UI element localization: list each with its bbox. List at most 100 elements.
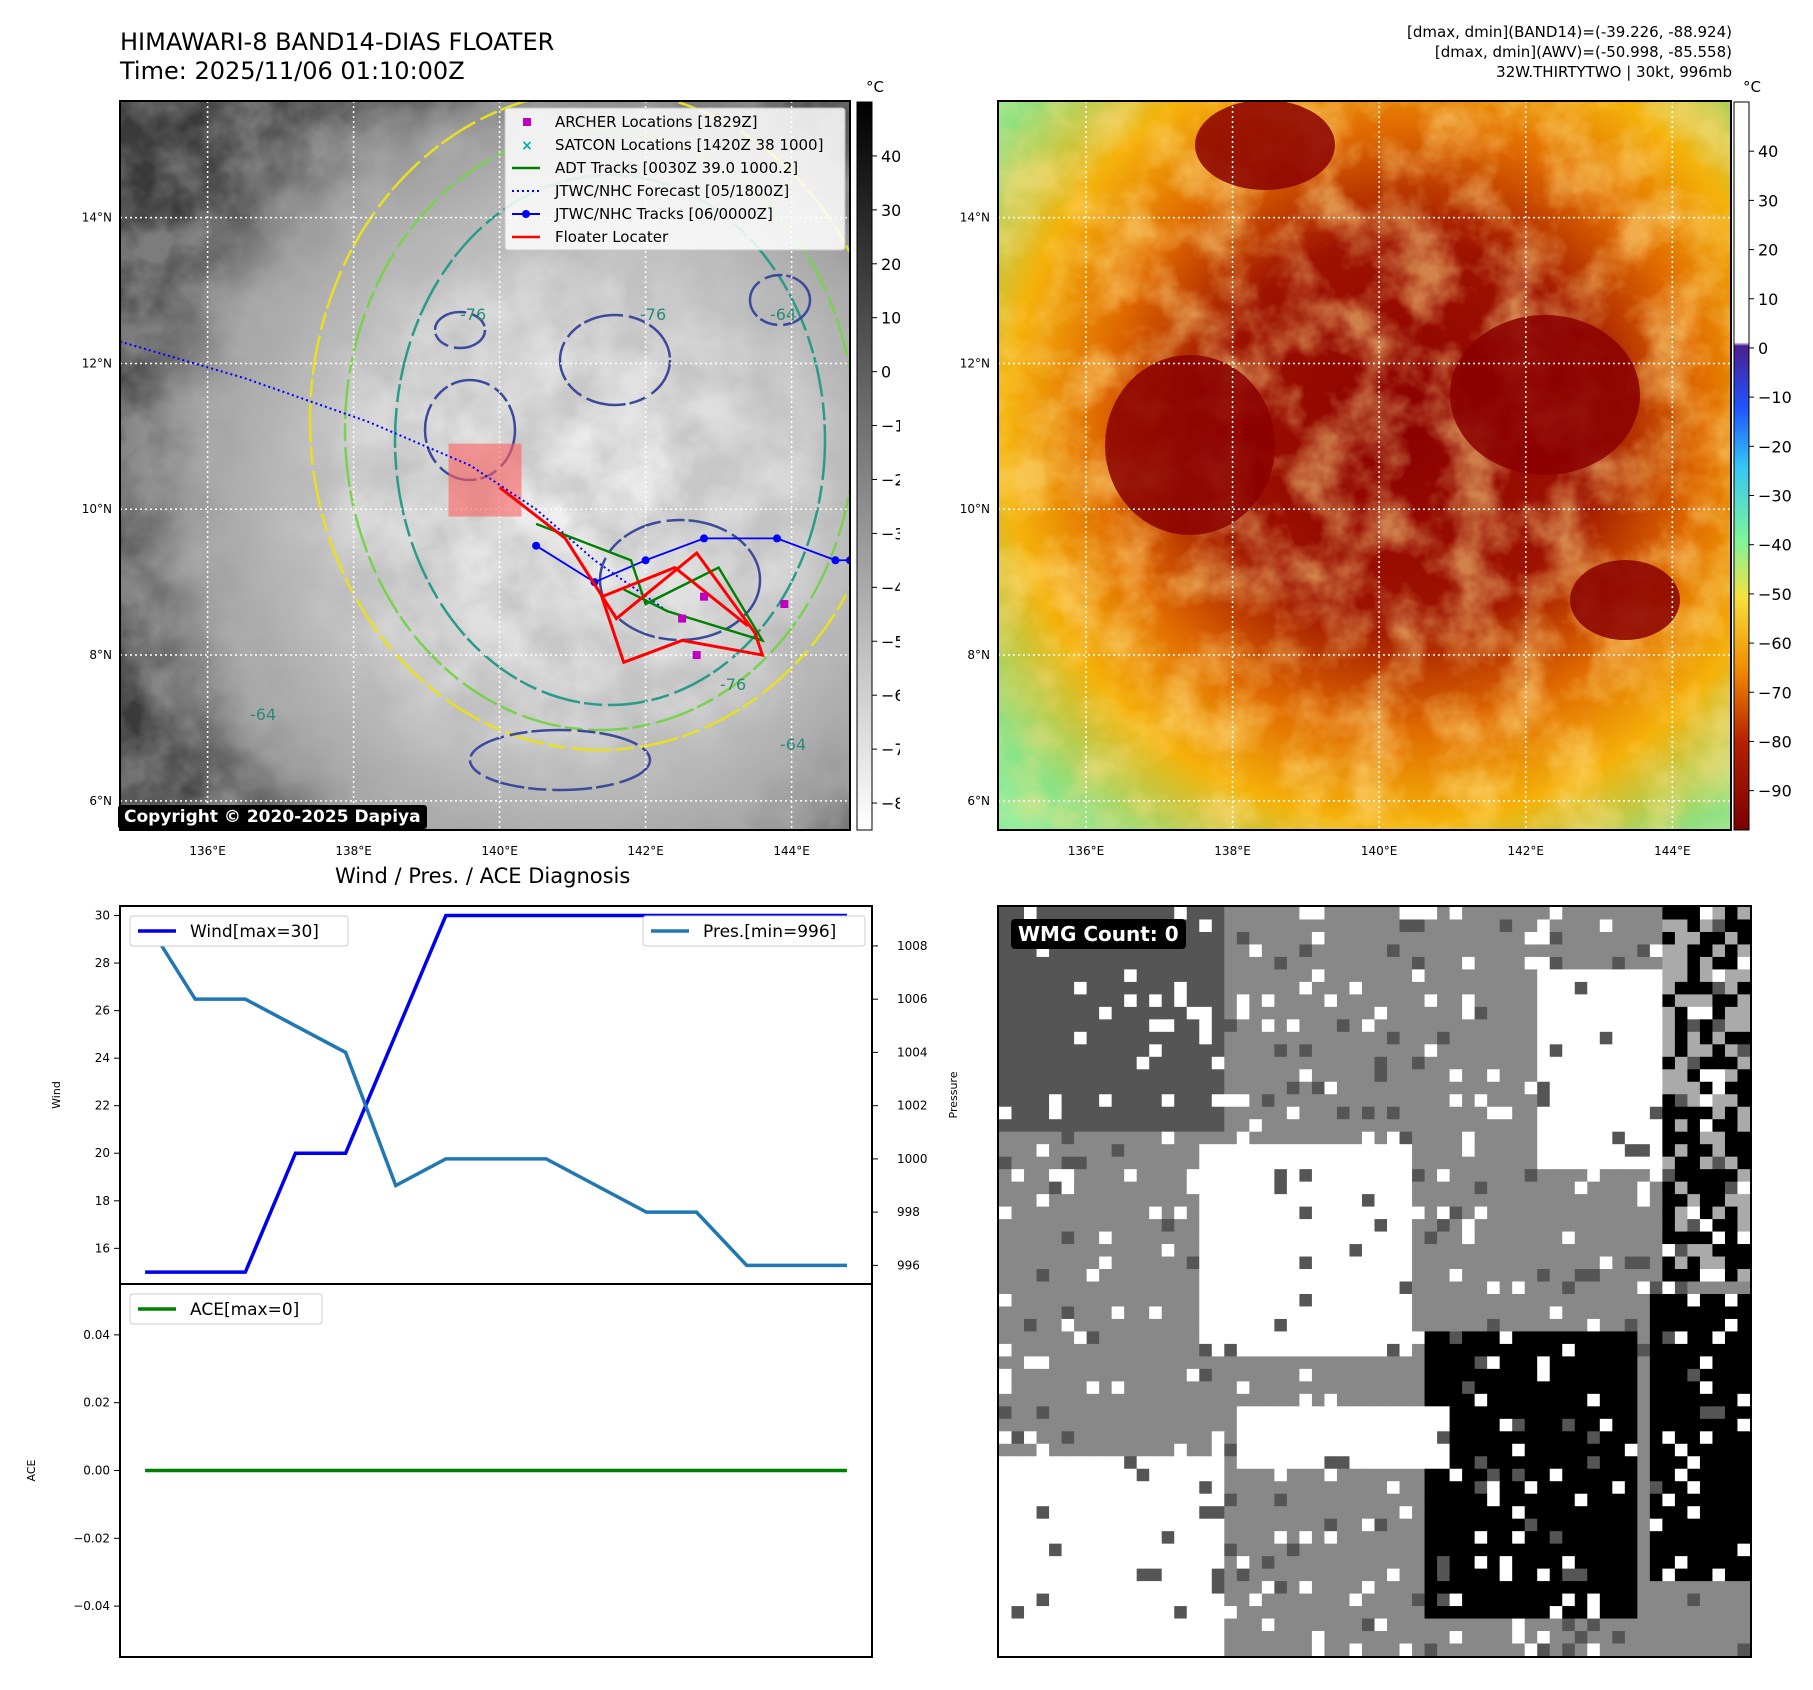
ir-gray-frame xyxy=(119,100,851,831)
pressure-tick-label: 1008 xyxy=(897,939,928,953)
jtwc-track-point xyxy=(773,534,781,543)
colorbar-tick-label: 30 xyxy=(1758,191,1778,210)
x-tick-label: 140°E xyxy=(1361,844,1398,858)
x-tick-label: 136°E xyxy=(189,844,226,858)
legend-entry: ADT Tracks [0030Z 39.0 1000.2] xyxy=(555,159,798,177)
ace-tick-label: −0.02 xyxy=(73,1531,110,1545)
x-tick-label: 144°E xyxy=(773,844,810,858)
contour-label: -76 xyxy=(720,675,746,694)
colorbar-tick-label: −60 xyxy=(1758,634,1792,653)
x-tick-label: 142°E xyxy=(1508,844,1545,858)
colorbar-tick-label: −20 xyxy=(881,470,900,489)
jtwc-track-point xyxy=(641,556,650,565)
title-line-1: HIMAWARI-8 BAND14-DIAS FLOATER xyxy=(120,28,555,56)
archer-location xyxy=(692,651,701,660)
colorbar-tick-label: −90 xyxy=(1758,782,1792,801)
y-tick-label: 8°N xyxy=(967,648,990,662)
colorbar-tick-label: 10 xyxy=(881,309,900,328)
temperature-contour xyxy=(468,728,652,792)
pressure-tick-label: 1004 xyxy=(897,1045,928,1059)
wind-tick-label: 22 xyxy=(95,1099,110,1113)
gray-colorbar xyxy=(856,101,873,831)
colorbar-tick-label: 0 xyxy=(881,363,891,382)
colorbar-tick-label: −30 xyxy=(1758,487,1792,506)
colorbar-tick-label: 20 xyxy=(881,255,900,274)
legend-entry: ARCHER Locations [1829Z] xyxy=(555,113,758,131)
colorbar-tick-label: −50 xyxy=(881,632,900,651)
wind-tick-label: 18 xyxy=(95,1194,110,1208)
temperature-contour xyxy=(748,273,812,327)
wmg-count-label: WMG Count: 0 xyxy=(1011,919,1186,949)
temperature-contour xyxy=(433,310,487,350)
wind-tick-label: 28 xyxy=(95,956,110,970)
ir-color-panel: 136°E 138°E 140°E 142°E 144°E 14°N 12°N 10°N 8°N… xyxy=(960,100,1792,858)
diagnosis-panel: 16 18 20 22 24 26 28 30 996 998 1000 1002 1004 1006 10… xyxy=(25,905,960,1658)
colorbar-tick-label: −50 xyxy=(1758,585,1792,604)
y-tick-label: 14°N xyxy=(82,211,112,225)
ace-axis-label: ACE xyxy=(25,1459,38,1481)
colorbar-tick-label: −10 xyxy=(1758,388,1792,407)
temperature-contour xyxy=(308,101,850,752)
y-tick-label: 12°N xyxy=(960,356,990,370)
ir-color-frame xyxy=(997,100,1732,831)
archer-location xyxy=(700,592,708,601)
wind-axis-label: Wind xyxy=(50,1081,63,1109)
legend-entry: Floater Locater xyxy=(555,228,669,246)
colorbar-tick-label: −70 xyxy=(1758,683,1792,702)
y-tick-label: 10°N xyxy=(960,502,990,516)
y-tick-label: 10°N xyxy=(82,502,112,516)
meta-line-2: [dmax, dmin](AWV)=(-50.998, -85.558) xyxy=(1434,43,1732,61)
pressure-tick-label: 1000 xyxy=(897,1152,928,1166)
wind-tick-label: 30 xyxy=(95,909,110,923)
colorbar-tick-label: 40 xyxy=(1758,142,1778,161)
colorbar-tick-label: −20 xyxy=(1758,437,1792,456)
pressure-axis-label: Pressure xyxy=(947,1071,960,1118)
colorbar-tick-label: 0 xyxy=(1758,339,1768,358)
meta-line-1: [dmax, dmin](BAND14)=(-39.226, -88.924) xyxy=(1407,23,1732,41)
pressure-legend xyxy=(642,915,866,947)
cold-cloud-top-1 xyxy=(1105,355,1275,535)
x-tick-label: 144°E xyxy=(1654,844,1691,858)
archer-location xyxy=(780,600,789,609)
wind-tick-label: 24 xyxy=(95,1051,110,1065)
map-legend: ARCHER Locations [1829Z] × SATCON Location… xyxy=(504,107,846,251)
adt-track-line xyxy=(535,522,766,643)
contour-label: -64 xyxy=(250,705,276,724)
colorbar-tick-label: 20 xyxy=(1758,241,1778,260)
archer-location xyxy=(678,614,687,623)
colorbar-2-unit: °C xyxy=(1743,78,1761,96)
ace-legend-label: ACE[max=0] xyxy=(190,1300,299,1320)
diagnosis-title: Wind / Pres. / ACE Diagnosis xyxy=(335,864,631,888)
cold-cloud-top-3 xyxy=(1195,101,1335,190)
y-tick-label: 14°N xyxy=(960,211,990,225)
svg-text:×: × xyxy=(521,138,533,154)
contour-label: -76 xyxy=(460,305,486,324)
y-tick-label: 12°N xyxy=(82,356,112,370)
ir-grayscale-panel: -64 -76 -76 -64 -64 -76 136°E 138°E 140°E 142°E 1… xyxy=(82,100,900,858)
colorbar-tick-label: −40 xyxy=(1758,536,1792,555)
copyright-label: Copyright © 2020-2025 Dapiya xyxy=(118,805,427,829)
wind-legend-label: Wind[max=30] xyxy=(190,922,319,942)
x-tick-label: 136°E xyxy=(1068,844,1105,858)
pressure-series-line xyxy=(143,918,847,1268)
x-tick-label: 142°E xyxy=(627,844,664,858)
colorbar-tick-label: 40 xyxy=(881,147,900,166)
pressure-tick-label: 1002 xyxy=(897,1099,928,1113)
pressure-tick-label: 996 xyxy=(897,1258,920,1272)
title-line-2: Time: 2025/11/06 01:10:00Z xyxy=(120,57,465,85)
colorbar-tick-label: −80 xyxy=(881,794,900,813)
contour-label: -76 xyxy=(640,305,666,324)
x-tick-label: 140°E xyxy=(481,844,518,858)
colorbar-tick-label: 10 xyxy=(1758,290,1778,309)
colorbar-tick-label: −70 xyxy=(881,740,900,759)
cold-cloud-top-2 xyxy=(1450,315,1640,475)
contour-label: -64 xyxy=(770,305,796,324)
wind-tick-label: 26 xyxy=(95,1004,110,1018)
colorbar-tick-label: 30 xyxy=(881,201,900,220)
floater-box xyxy=(448,443,522,517)
pressure-tick-label: 998 xyxy=(897,1205,920,1219)
colorbar-tick-label: −40 xyxy=(881,578,900,597)
x-tick-label: 138°E xyxy=(1214,844,1251,858)
floater-locater-line xyxy=(498,486,765,665)
colorbar-1-unit: °C xyxy=(866,78,884,96)
